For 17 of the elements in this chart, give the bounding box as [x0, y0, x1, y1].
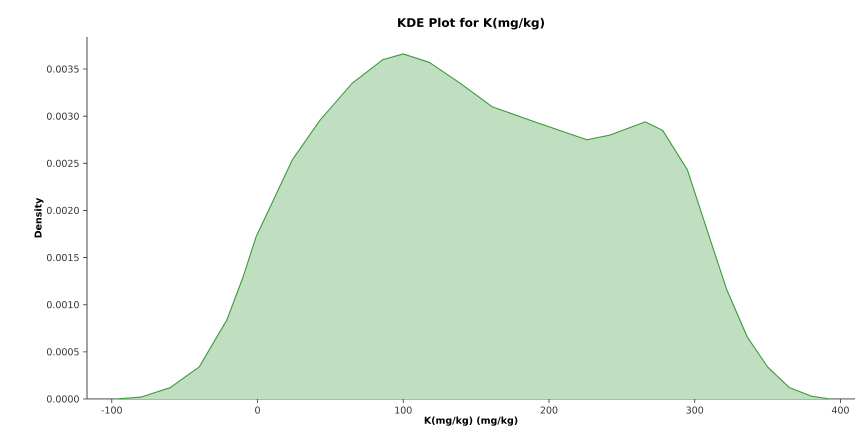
y-tick-label: 0.0005	[47, 348, 79, 356]
chart-title: KDE Plot for K(mg/kg)	[398, 18, 544, 30]
y-tick-label: 0.0035	[47, 65, 79, 73]
y-tick-label: 0.0000	[47, 395, 79, 403]
y-tick-label: 0.0015	[47, 254, 79, 262]
x-tick-label: 300	[686, 406, 704, 414]
x-tick-label: -100	[102, 406, 122, 414]
x-tick-label: 200	[540, 406, 558, 414]
y-tick-label: 0.0025	[47, 160, 79, 167]
y-tick-label: 0.0010	[47, 301, 79, 308]
x-tick-label: 400	[832, 406, 849, 414]
x-tick-label: 0	[255, 406, 260, 414]
y-tick-label: 0.0030	[47, 112, 79, 120]
x-axis-title: K(mg/kg) (mg/kg)	[424, 416, 518, 426]
x-tick-label: 100	[395, 406, 412, 414]
y-axis-title: Density	[34, 198, 44, 238]
y-tick-label: 0.0020	[47, 206, 79, 214]
